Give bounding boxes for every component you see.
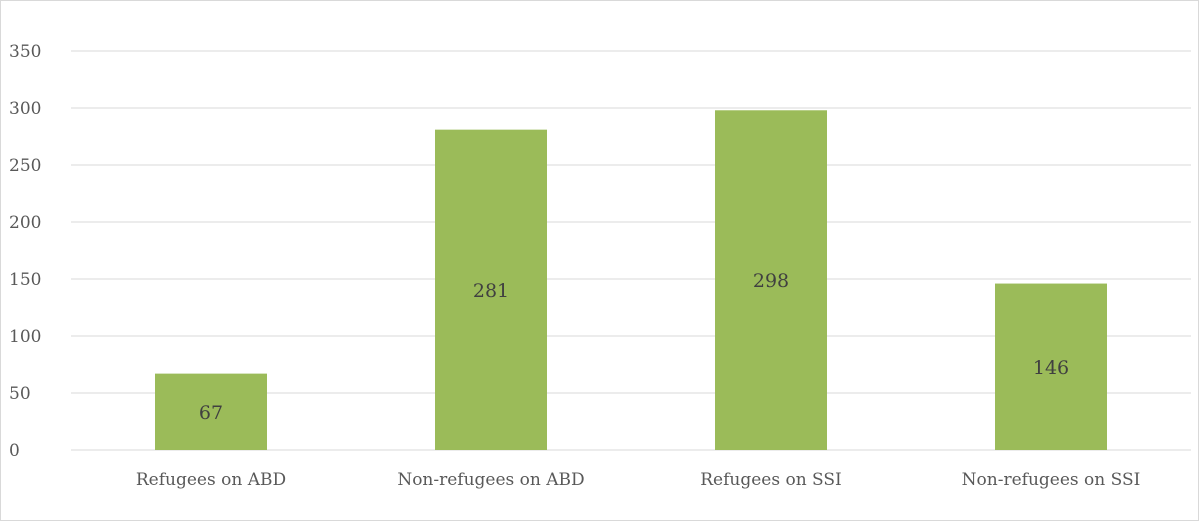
y-tick-label: 300 — [9, 99, 41, 119]
data-labels: 67 281 298 146 — [199, 270, 1069, 424]
x-tick-label: Refugees on ABD — [136, 470, 286, 490]
x-tick-label: Non-refugees on ABD — [397, 470, 584, 490]
y-tick-label: 100 — [9, 327, 41, 347]
y-tick-label: 150 — [9, 270, 41, 290]
y-tick-label: 50 — [9, 384, 31, 404]
bar — [995, 283, 1107, 450]
data-label: 67 — [199, 402, 223, 424]
bar — [155, 373, 267, 450]
y-tick-label: 0 — [9, 441, 20, 461]
bar — [435, 129, 547, 450]
bars — [155, 110, 1107, 450]
y-tick-label: 350 — [9, 42, 41, 62]
y-tick-label: 200 — [9, 213, 41, 233]
y-axis-ticks: 0 50 100 150 200 250 300 350 — [9, 42, 41, 461]
x-tick-label: Refugees on SSI — [700, 470, 842, 490]
data-label: 146 — [1033, 357, 1069, 379]
x-axis-ticks: Refugees on ABD Non-refugees on ABD Refuge… — [136, 470, 1140, 490]
bar — [715, 110, 827, 450]
y-tick-label: 250 — [9, 156, 41, 176]
data-label: 281 — [473, 280, 509, 302]
data-label: 298 — [753, 270, 789, 292]
x-tick-label: Non-refugees on SSI — [962, 470, 1141, 490]
